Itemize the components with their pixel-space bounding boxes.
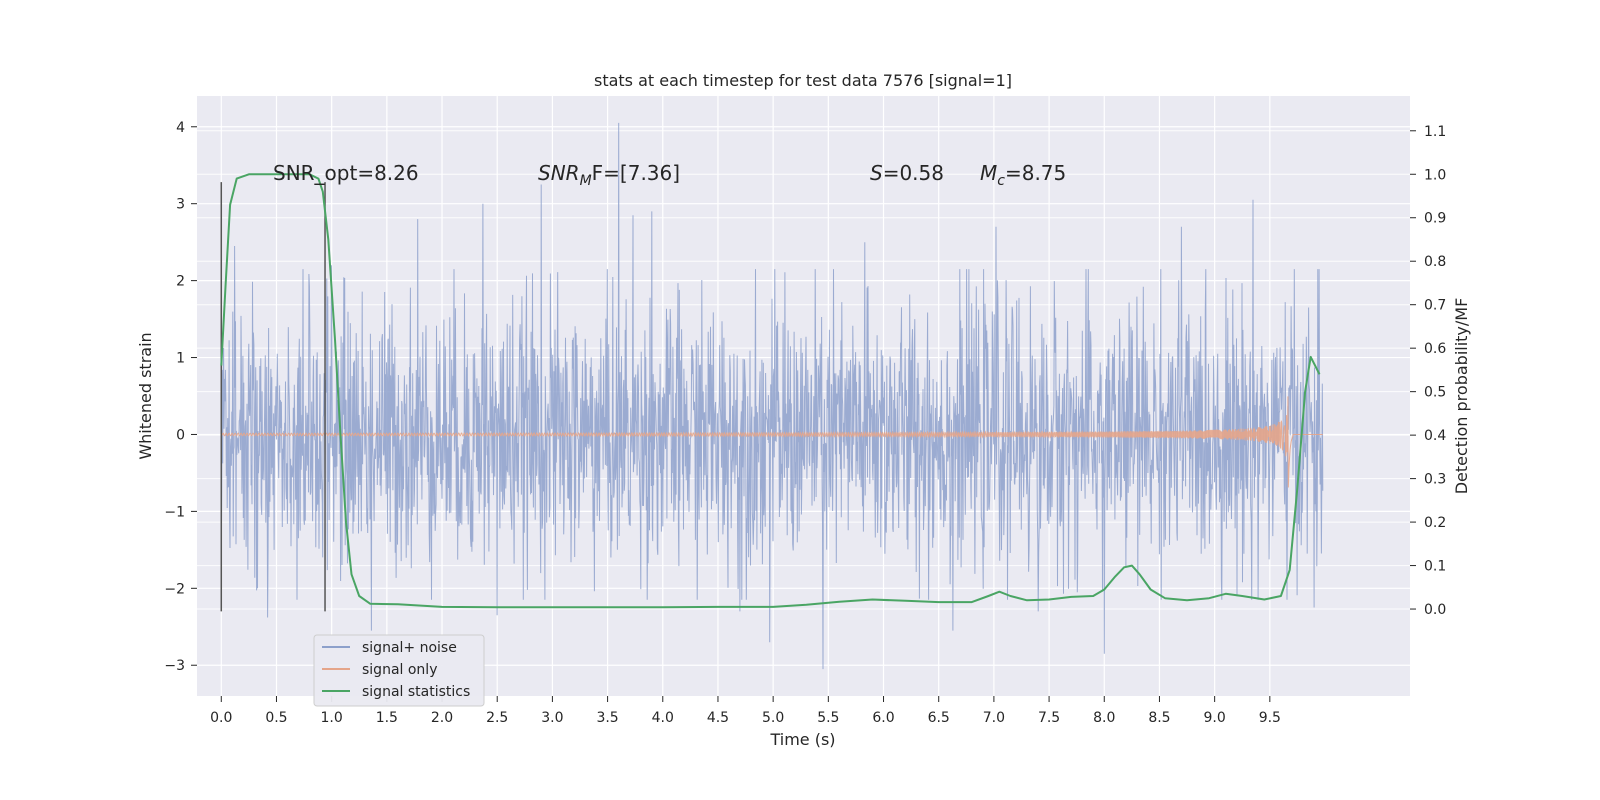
plot-area [197, 96, 1410, 696]
y-right-tick-label: 0.2 [1424, 515, 1446, 531]
y-right-tick-label: 0.5 [1424, 385, 1446, 401]
signal-plus-noise-line [220, 122, 1324, 670]
y-tick-label: 4 [176, 120, 185, 136]
x-tick-label: 1.5 [376, 710, 398, 726]
x-tick-label: 6.0 [872, 710, 894, 726]
x-tick-label: 2.5 [486, 710, 508, 726]
x-ticks: 0.0 0.5 1.0 1.5 2.0 2.5 3.0 3.5 4.0 4.5 5.0 5.5 6.0 6… [210, 696, 1281, 726]
x-tick-label: 8.0 [1093, 710, 1115, 726]
y-ticks-right: 1.1 1.0 0.9 0.8 0.7 0.6 0.5 0.4 0.3 0.2 0.1 0.0 [1410, 124, 1446, 618]
annotation-snr-opt: SNR_opt=8.26 [273, 161, 419, 185]
legend-box [313, 634, 485, 707]
annotation-snr-mf: SNRMF=[7.36] [538, 161, 680, 189]
y-tick-label: 3 [176, 197, 185, 213]
y-right-tick-label: 0.6 [1424, 341, 1446, 357]
x-tick-label: 5.5 [817, 710, 839, 726]
chart-title: stats at each timestep for test data 757… [594, 71, 1012, 90]
y-ticks: 4 3 2 1 0 −1 −2 −3 [164, 120, 197, 674]
vertical-markers [220, 182, 326, 612]
y-right-tick-label: 0.8 [1424, 254, 1446, 270]
y-tick-label: −1 [164, 504, 185, 520]
series-signal-only [221, 396, 1323, 488]
signal-statistics-line [220, 173, 1321, 609]
x-tick-label: 8.5 [1148, 710, 1170, 726]
y-right-tick-label: 0.7 [1424, 298, 1446, 314]
x-tick-label: 5.0 [762, 710, 784, 726]
y-right-tick-label: 0.0 [1424, 602, 1446, 618]
x-tick-label: 9.5 [1259, 710, 1281, 726]
annotation-s: S=0.58 [870, 161, 944, 185]
y-right-tick-label: 0.1 [1424, 559, 1446, 575]
y-axis-label: Whitened strain [136, 332, 155, 459]
legend-label-signal-statistics: signal statistics [362, 684, 470, 700]
x-tick-label: 4.0 [652, 710, 674, 726]
x-tick-label: 7.0 [983, 710, 1005, 726]
y-tick-label: 2 [176, 274, 185, 290]
x-tick-label: 9.0 [1204, 710, 1226, 726]
x-tick-label: 1.0 [321, 710, 343, 726]
y-tick-label: 0 [176, 427, 185, 443]
x-tick-label: 2.0 [431, 710, 453, 726]
y-right-tick-label: 0.4 [1424, 428, 1446, 444]
annotation-mc: Mc=8.75 [980, 161, 1066, 189]
series-signal-statistics [220, 173, 1321, 609]
y-right-tick-label: 1.0 [1424, 167, 1446, 183]
x-tick-label: 7.5 [1038, 710, 1060, 726]
y-right-tick-label: 1.1 [1424, 124, 1446, 140]
y-axis-label-right: Detection probability/MF [1452, 298, 1471, 495]
x-tick-label: 3.5 [596, 710, 618, 726]
y-tick-label: −3 [164, 658, 185, 674]
y-right-tick-label: 0.3 [1424, 472, 1446, 488]
y-right-tick-label: 0.9 [1424, 211, 1446, 227]
x-tick-label: 4.5 [707, 710, 729, 726]
series-signal-plus-noise [220, 122, 1324, 670]
legend-label-signal-plus-noise: signal+ noise [362, 640, 457, 656]
legend-label-signal-only: signal only [362, 662, 437, 678]
x-tick-label: 3.0 [541, 710, 563, 726]
x-tick-label: 6.5 [928, 710, 950, 726]
signal-only-line [221, 396, 1323, 488]
x-axis-label: Time (s) [769, 730, 835, 749]
legend: signal+ noise signal only signal statist… [313, 634, 485, 707]
y-tick-label: −2 [164, 581, 185, 597]
x-tick-label: 0.5 [265, 710, 287, 726]
y-tick-label: 1 [176, 351, 185, 367]
x-tick-label: 0.0 [210, 710, 232, 726]
